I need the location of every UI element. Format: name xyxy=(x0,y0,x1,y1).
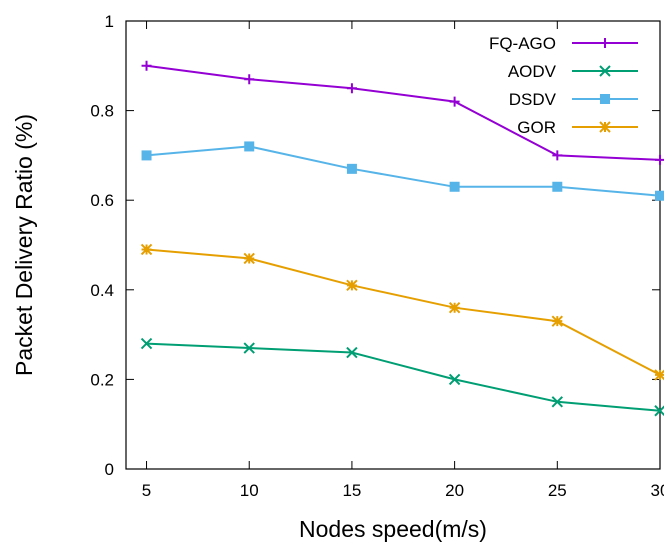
series-line-aodv xyxy=(146,342,661,412)
y-tick-label: 0 xyxy=(105,460,114,479)
data-point-gor xyxy=(346,279,358,292)
x-axis-title: Nodes speed(m/s) xyxy=(299,516,487,542)
legend-marker-aodv xyxy=(599,65,611,77)
y-tick-label: 0.8 xyxy=(90,102,114,121)
legend-label-aodv: AODV xyxy=(508,62,557,81)
data-point-aodv xyxy=(551,396,564,408)
data-point-aodv xyxy=(140,337,153,350)
legend-marker-gor xyxy=(599,121,611,133)
data-point-fq-ago xyxy=(244,74,255,85)
data-point-fq-ago xyxy=(141,60,152,71)
legend-label-fq-ago: FQ-AGO xyxy=(489,34,556,53)
series-fq-ago xyxy=(141,60,664,165)
x-tick-label: 25 xyxy=(548,481,567,500)
legend-label-dsdv: DSDV xyxy=(509,90,557,109)
axis-ticks: 00.20.40.60.8151015202530 xyxy=(90,12,664,500)
series-line-fq-ago xyxy=(146,64,661,161)
data-point-gor xyxy=(448,302,461,314)
series-line-gor xyxy=(146,248,661,376)
y-tick-label: 0.4 xyxy=(90,281,114,300)
x-tick-label: 30 xyxy=(651,481,664,500)
y-axis-title: Packet Delivery Ratio (%) xyxy=(11,114,37,376)
data-point-dsdv xyxy=(552,181,563,192)
data-point-aodv xyxy=(346,346,358,359)
legend-marker-fq-ago xyxy=(600,38,610,48)
legend-item-dsdv: DSDV xyxy=(509,90,638,109)
legend: FQ-AGO AODV DSDV GOR xyxy=(489,34,638,137)
series-gor xyxy=(140,243,664,381)
legend-label-gor: GOR xyxy=(517,118,556,137)
data-point-dsdv xyxy=(244,141,255,152)
data-point-dsdv xyxy=(141,150,152,161)
data-point-gor xyxy=(140,243,153,256)
plot-frame xyxy=(125,20,661,470)
series-line-dsdv xyxy=(146,145,661,197)
series-dsdv xyxy=(141,141,664,201)
data-point-fq-ago xyxy=(346,83,357,94)
data-point-fq-ago xyxy=(655,154,664,165)
data-point-gor xyxy=(654,369,664,381)
data-point-gor xyxy=(243,252,255,265)
data-point-fq-ago xyxy=(552,150,563,161)
data-point-fq-ago xyxy=(449,96,460,107)
series-aodv xyxy=(140,337,664,417)
data-point-gor xyxy=(551,315,564,327)
legend-marker-dsdv xyxy=(600,94,610,104)
x-tick-label: 5 xyxy=(142,481,151,500)
y-tick-label: 0.6 xyxy=(90,191,114,210)
data-point-aodv xyxy=(654,405,664,417)
y-tick-label: 0.2 xyxy=(90,370,114,389)
data-point-dsdv xyxy=(655,190,664,201)
x-tick-label: 15 xyxy=(342,481,361,500)
legend-item-aodv: AODV xyxy=(508,62,638,81)
data-point-dsdv xyxy=(449,181,460,192)
x-tick-label: 10 xyxy=(240,481,259,500)
legend-item-gor: GOR xyxy=(517,118,638,137)
series-lines xyxy=(140,60,664,417)
data-point-aodv xyxy=(243,342,255,354)
data-point-dsdv xyxy=(346,163,357,174)
y-tick-label: 1 xyxy=(105,12,114,31)
legend-item-fq-ago: FQ-AGO xyxy=(489,34,638,53)
x-tick-label: 20 xyxy=(445,481,464,500)
data-point-aodv xyxy=(448,373,461,386)
